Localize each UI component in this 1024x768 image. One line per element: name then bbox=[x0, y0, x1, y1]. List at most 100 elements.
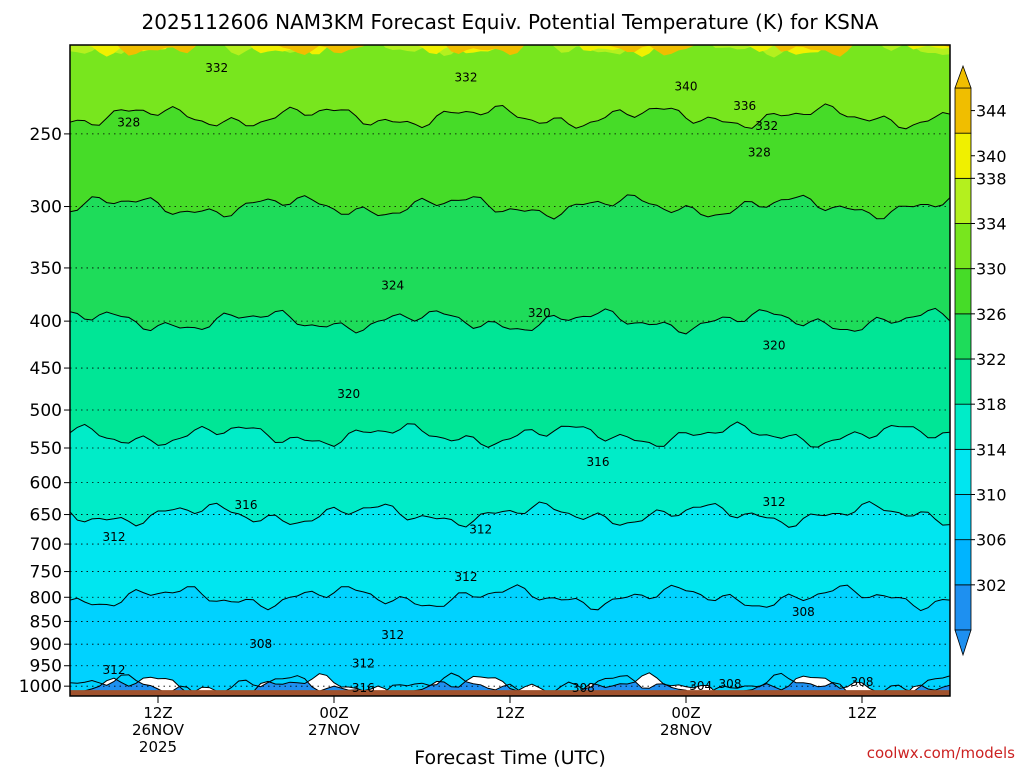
y-tick-label: 500 bbox=[30, 401, 62, 421]
contour-label: 328 bbox=[117, 116, 140, 130]
colorbar-segment bbox=[954, 177, 972, 224]
contour-label: 312 bbox=[381, 628, 404, 642]
colorbar-tick-label: 344 bbox=[976, 102, 1007, 121]
contour-label: 308 bbox=[572, 681, 595, 695]
colorbar-segment bbox=[954, 313, 972, 360]
contour-label: 304 bbox=[689, 679, 712, 693]
contour-label-text: 320 bbox=[337, 387, 360, 401]
contour-label: 312 bbox=[103, 663, 126, 677]
contour-label-text: 328 bbox=[748, 146, 771, 160]
colorbar-segment bbox=[954, 87, 972, 134]
colorbar-tick-label: 306 bbox=[976, 531, 1007, 550]
contour-label: 328 bbox=[748, 146, 771, 160]
contour-label-text: 316 bbox=[352, 681, 375, 695]
x-tick-label: 26NOV bbox=[132, 721, 185, 739]
contour-label: 312 bbox=[103, 530, 126, 544]
x-tick-label: 12Z bbox=[143, 704, 172, 722]
contour-label-text: 312 bbox=[455, 570, 478, 584]
theta-e-band bbox=[70, 584, 950, 696]
y-tick-label: 800 bbox=[30, 588, 62, 608]
contour-label: 316 bbox=[235, 498, 258, 512]
y-tick-label: 350 bbox=[30, 259, 62, 279]
contour-label: 312 bbox=[469, 523, 492, 537]
colorbar-segment bbox=[954, 403, 972, 450]
colorbar-segment bbox=[954, 132, 972, 179]
y-tick-label: 650 bbox=[30, 506, 62, 526]
y-tick-label: 400 bbox=[30, 312, 62, 332]
contour-label-text: 332 bbox=[455, 70, 478, 84]
contour-label-text: 308 bbox=[249, 637, 272, 651]
contour-label-text: 336 bbox=[733, 99, 756, 113]
theta-e-fill bbox=[70, 45, 950, 696]
theta-e-band bbox=[70, 45, 950, 129]
contour-label: 308 bbox=[851, 675, 874, 689]
x-axis-label: Forecast Time (UTC) bbox=[414, 747, 605, 768]
y-tick-label: 300 bbox=[30, 198, 62, 218]
colorbar-tick-label: 330 bbox=[976, 260, 1007, 279]
colorbar-tick-label: 340 bbox=[976, 147, 1007, 166]
contour-label-text: 320 bbox=[528, 306, 551, 320]
contour-label-text: 312 bbox=[381, 628, 404, 642]
colorbar-segment bbox=[954, 494, 972, 541]
contour-label: 316 bbox=[352, 681, 375, 695]
y-tick-label: 250 bbox=[30, 125, 62, 145]
y-axis: 250 300 350 400 450 500 550 600 650 700 750 800 850 9… bbox=[19, 125, 70, 697]
theta-e-band bbox=[117, 45, 950, 57]
colorbar: 302 306 310 314 318 322 326 330 334 338 340 344 bbox=[954, 64, 1007, 657]
colorbar-segment bbox=[954, 448, 972, 495]
x-tick-label: 2025 bbox=[139, 738, 177, 756]
x-tick-label: 00Z bbox=[319, 704, 348, 722]
colorbar-segment bbox=[954, 358, 972, 405]
contour-label-text: 320 bbox=[763, 338, 786, 352]
colorbar-tick-label: 318 bbox=[976, 395, 1007, 414]
contour-lines bbox=[70, 103, 950, 696]
contour-label: 308 bbox=[719, 677, 742, 691]
colorbar-tick-label: 310 bbox=[976, 486, 1007, 505]
contour-label-text: 324 bbox=[381, 279, 404, 293]
contour-label: 332 bbox=[755, 119, 778, 133]
contour-line bbox=[70, 307, 950, 335]
contour-line bbox=[70, 194, 950, 220]
ground-layer bbox=[70, 690, 950, 696]
contour-label: 336 bbox=[733, 99, 756, 113]
contour-label-text: 316 bbox=[235, 498, 258, 512]
contour-line bbox=[70, 584, 950, 612]
contour-label-text: 308 bbox=[851, 675, 874, 689]
contour-line bbox=[70, 103, 950, 130]
contour-line bbox=[70, 421, 950, 448]
colorbar-tick-label: 334 bbox=[976, 215, 1007, 234]
y-tick-label: 700 bbox=[30, 535, 62, 555]
contour-label: 312 bbox=[763, 495, 786, 509]
contour-label-text: 316 bbox=[587, 455, 610, 469]
contour-label-text: 312 bbox=[352, 657, 375, 671]
x-tick-label: 12Z bbox=[495, 704, 524, 722]
contour-label-text: 332 bbox=[205, 61, 228, 75]
colorbar-tick-label: 326 bbox=[976, 305, 1007, 324]
x-tick-label: 28NOV bbox=[660, 721, 713, 739]
contour-label: 332 bbox=[455, 70, 478, 84]
contour-label: 312 bbox=[352, 657, 375, 671]
colorbar-segment bbox=[954, 539, 972, 586]
y-tick-label: 900 bbox=[30, 635, 62, 655]
contour-label: 316 bbox=[587, 455, 610, 469]
colorbar-segment bbox=[954, 584, 972, 631]
theta-e-band bbox=[70, 194, 950, 334]
contour-label-text: 312 bbox=[103, 530, 126, 544]
contour-label: 324 bbox=[381, 279, 404, 293]
y-tick-label: 950 bbox=[30, 657, 62, 677]
y-tick-label: 750 bbox=[30, 563, 62, 583]
theta-e-band bbox=[70, 103, 950, 219]
plot-area: 332 332 340 336 332 328 328 324 320 320 320 316 316 3… bbox=[70, 45, 950, 696]
colorbar-tick-label: 314 bbox=[976, 440, 1007, 459]
contour-line bbox=[70, 500, 950, 528]
contour-label: 320 bbox=[337, 387, 360, 401]
contour-label-text: 328 bbox=[117, 116, 140, 130]
theta-e-band bbox=[70, 308, 950, 448]
y-tick-label: 850 bbox=[30, 612, 62, 632]
contour-label: 320 bbox=[528, 306, 551, 320]
contour-label: 340 bbox=[675, 80, 698, 94]
contour-label-text: 312 bbox=[103, 663, 126, 677]
contour-label-text: 312 bbox=[763, 495, 786, 509]
